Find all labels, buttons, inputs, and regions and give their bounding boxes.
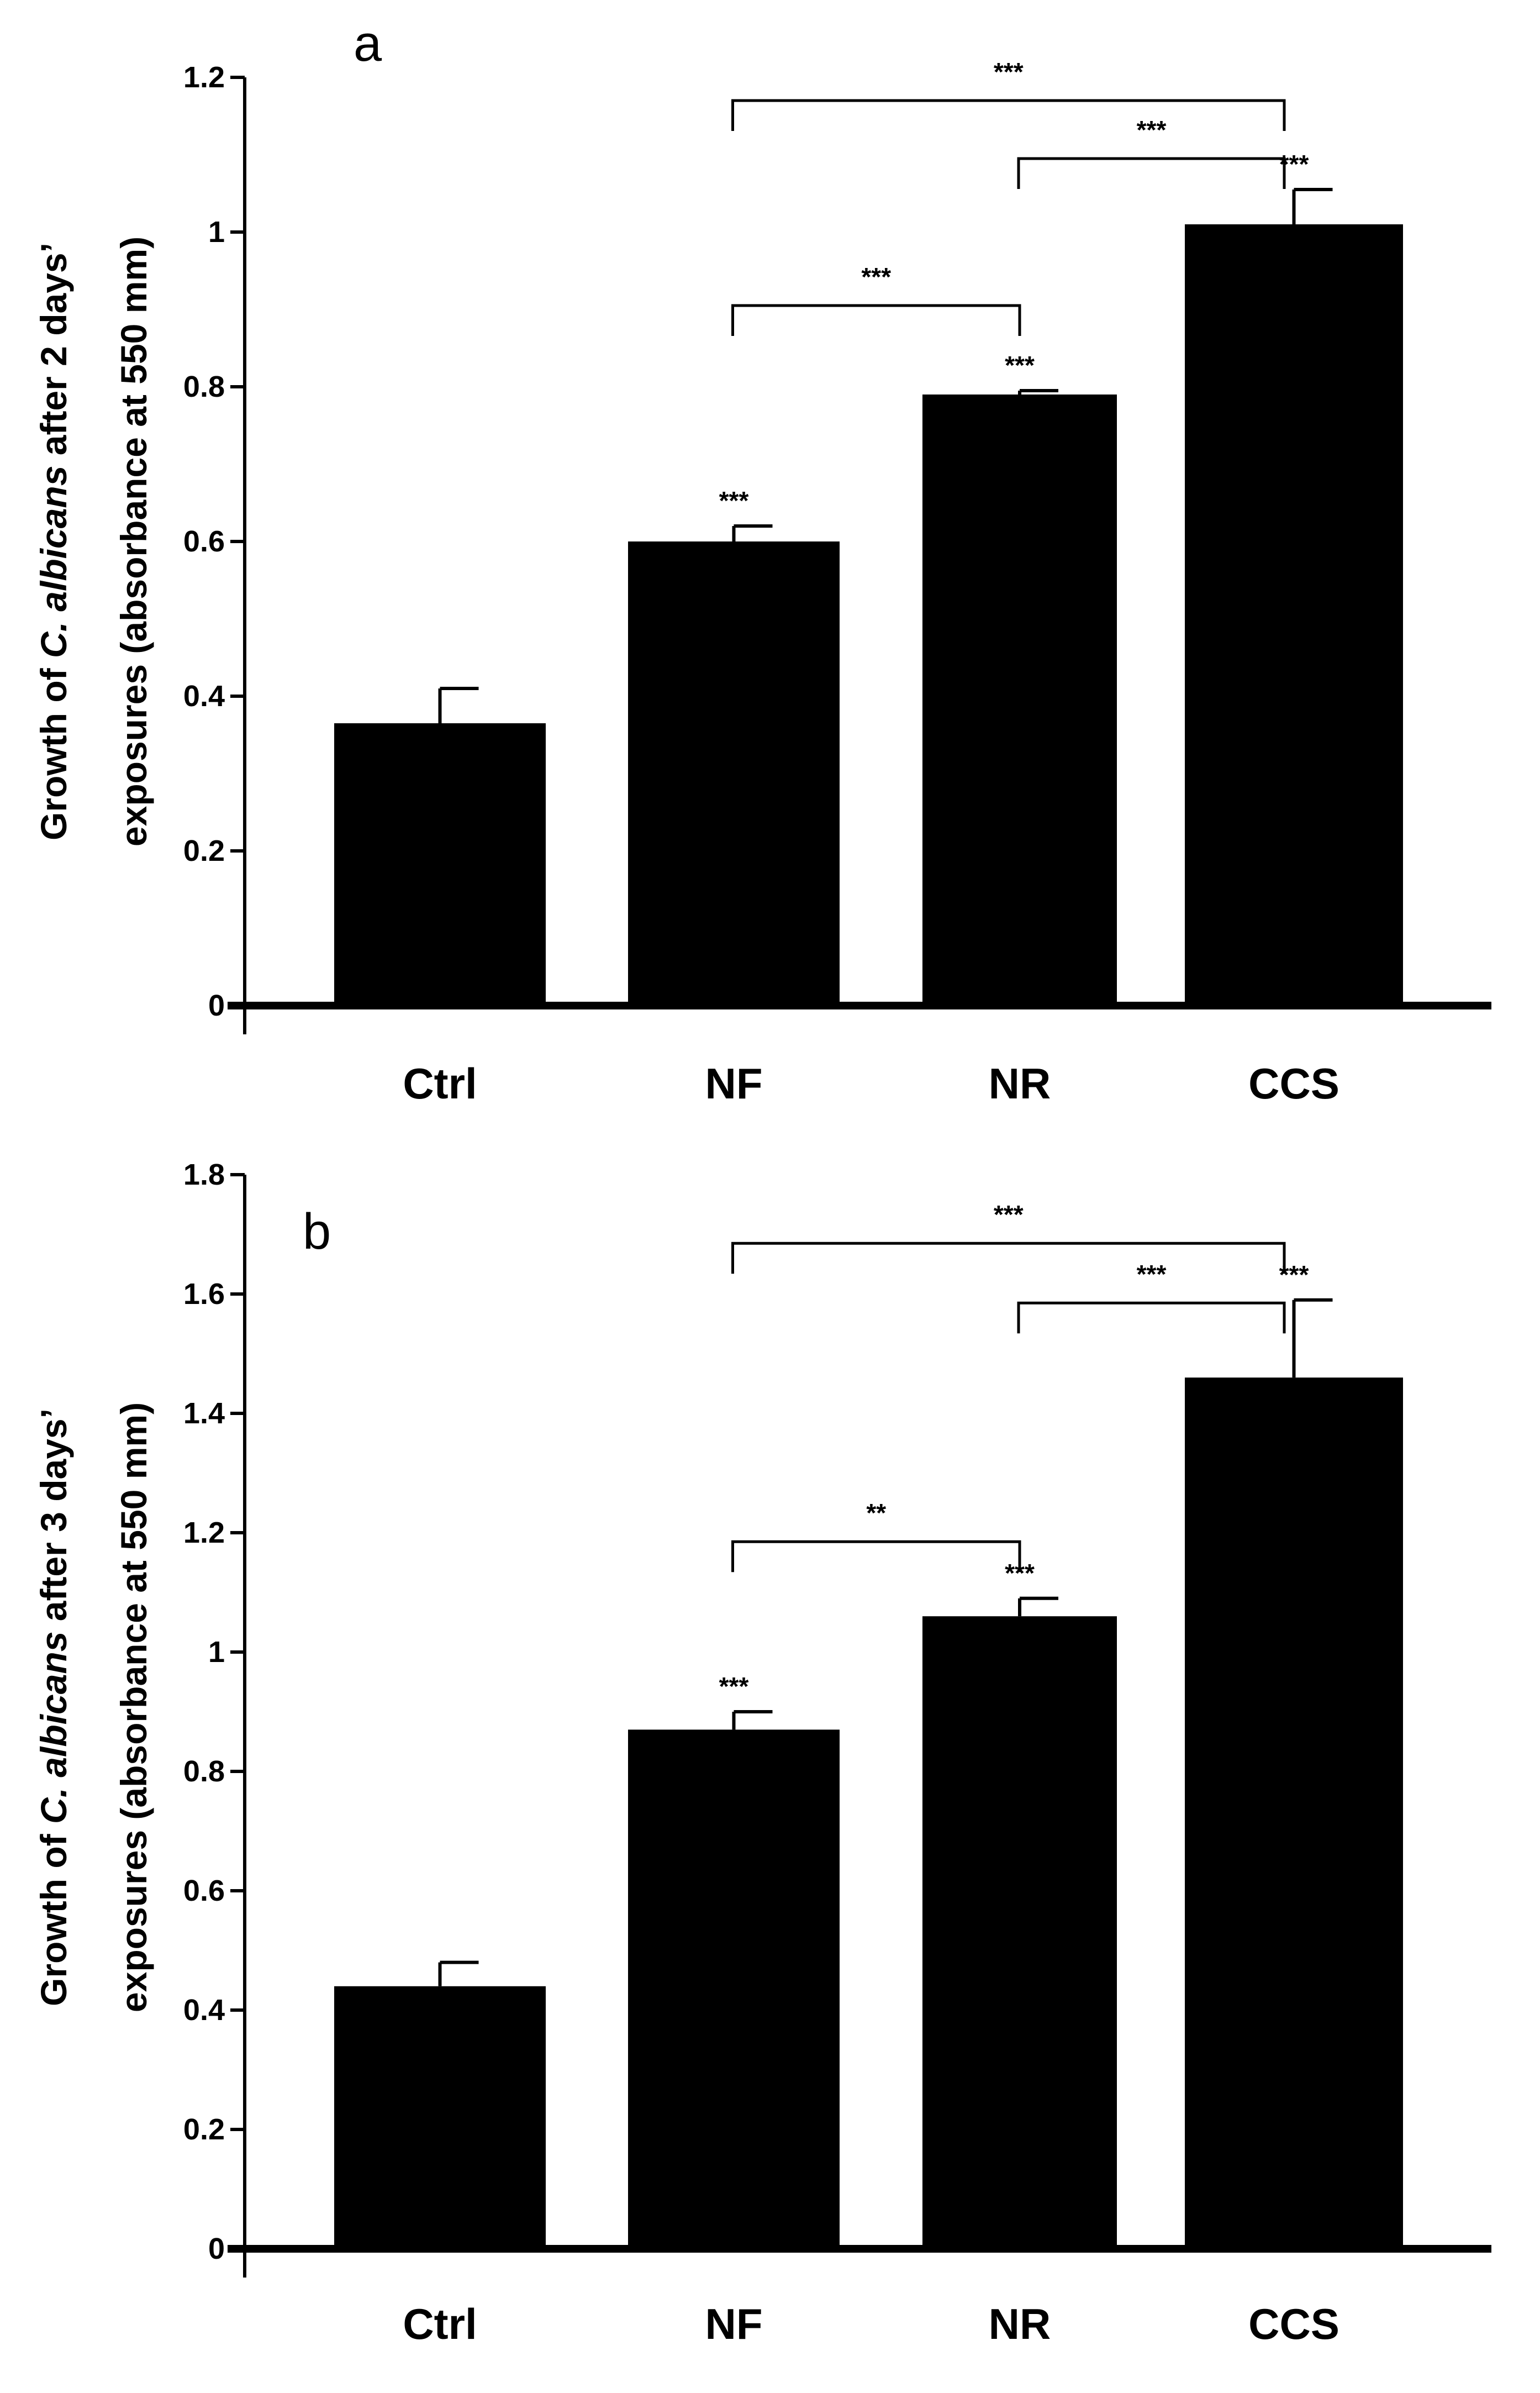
y-axis-label-suffix: after 3 days’ xyxy=(33,1408,74,1632)
significance-bracket xyxy=(731,1540,1021,1572)
category-label-nr: NR xyxy=(989,1059,1051,1108)
y-tick-label: 0 xyxy=(208,989,225,1022)
panel-label: a xyxy=(354,15,382,72)
y-axis-label-line2: exposures (absorbance at 550 mm) xyxy=(113,236,154,846)
category-label-ctrl: Ctrl xyxy=(403,1059,477,1108)
category-label-nf: NF xyxy=(705,1059,763,1108)
y-tick-label: 1 xyxy=(208,1635,225,1669)
y-axis-label-prefix: Growth of xyxy=(33,1824,74,2006)
y-tick-label: 0.4 xyxy=(183,1994,225,2027)
y-axis-label-prefix: Growth of xyxy=(33,658,74,840)
bar-ctrl xyxy=(334,1986,546,2249)
y-tick-label: 0 xyxy=(208,2232,225,2265)
chart-panel-a: a 0 0.2 0.4 0.6 0.8 1 1.2 Ctrl NF NR CCS *** *** *** **… xyxy=(33,15,1491,1108)
category-label-ccs: CCS xyxy=(1248,1059,1339,1108)
bracket-label: *** xyxy=(1137,115,1167,144)
category-label-nr: NR xyxy=(989,2300,1051,2348)
y-tick-label: 1.2 xyxy=(183,61,225,94)
bracket-label: *** xyxy=(994,1200,1024,1229)
category-label-ctrl: Ctrl xyxy=(403,2300,477,2348)
y-axis-label-suffix: after 2 days’ xyxy=(33,243,74,466)
y-tick-label: 0.6 xyxy=(183,525,225,558)
significance-bracket xyxy=(731,304,1021,336)
bar-nr xyxy=(922,395,1117,1006)
chart-panel-b: b 0 0.2 0.4 0.6 0.8 1 1.2 1.4 1.6 1.8 Ctrl NF NR CCS **… xyxy=(33,1158,1491,2348)
bracket-label: *** xyxy=(994,57,1024,86)
y-axis-label-line1: Growth of C. albicans after 3 days’ xyxy=(33,1408,74,2006)
y-axis-label-line2: exposures (absorbance at 550 mm) xyxy=(113,1402,154,2012)
category-label-ccs: CCS xyxy=(1248,2300,1339,2348)
y-tick-label: 0.2 xyxy=(183,834,225,867)
bracket-label: *** xyxy=(1137,1260,1167,1288)
y-tick-label: 0.8 xyxy=(183,370,225,403)
y-tick-label: 1 xyxy=(208,215,225,249)
y-axis-label-species: C. albicans xyxy=(33,1632,74,1824)
significance-bracket xyxy=(1017,1301,1286,1334)
bar-nf xyxy=(628,541,840,1006)
y-tick-label: 0.2 xyxy=(183,2113,225,2146)
y-tick-label: 1.8 xyxy=(183,1158,225,1191)
significance-bracket xyxy=(1017,157,1286,189)
bracket-label: ** xyxy=(866,1498,886,1527)
bracket-label: *** xyxy=(861,262,891,291)
bar-ccs xyxy=(1185,1377,1403,2249)
y-tick-label: 1.6 xyxy=(183,1277,225,1311)
y-tick-label: 0.4 xyxy=(183,680,225,713)
y-tick-label: 1.2 xyxy=(183,1516,225,1549)
significance-bracket xyxy=(731,99,1286,131)
significance-bracket xyxy=(731,1242,1286,1274)
significance-marker: *** xyxy=(719,1672,749,1701)
panel-label: b xyxy=(303,1203,331,1260)
y-tick-label: 0.8 xyxy=(183,1755,225,1788)
bar-ctrl xyxy=(334,723,546,1006)
significance-marker: *** xyxy=(719,486,749,515)
y-axis-label-line1: Growth of C. albicans after 2 days’ xyxy=(33,243,74,840)
y-axis-label-species: C. albicans xyxy=(33,466,74,658)
category-label-nf: NF xyxy=(705,2300,763,2348)
y-tick-label: 0.6 xyxy=(183,1874,225,1907)
bar-nf xyxy=(628,1729,840,2249)
significance-marker: *** xyxy=(1005,351,1035,380)
bar-ccs xyxy=(1185,224,1403,1006)
y-tick-label: 1.4 xyxy=(183,1397,225,1430)
bar-nr xyxy=(922,1616,1117,2249)
